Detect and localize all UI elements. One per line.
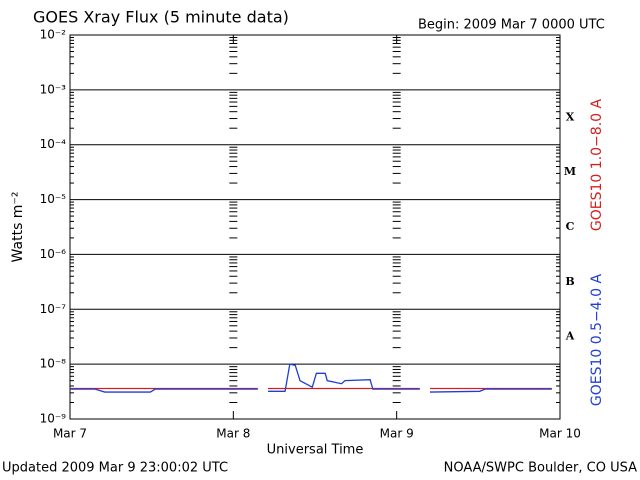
flare-class-label: A <box>565 330 575 343</box>
y-tick-label: 10⁻⁹ <box>40 412 67 426</box>
x-tick-label: Mar 7 <box>53 427 87 441</box>
x-tick-label: Mar 10 <box>539 427 581 441</box>
y-tick-label: 10⁻³ <box>40 82 67 96</box>
footer-left: Updated 2009 Mar 9 23:00:02 UTC <box>2 461 228 476</box>
x-tick-label: Mar 9 <box>380 427 414 441</box>
flare-class-label: M <box>564 165 576 178</box>
y-axis-label: Watts m⁻² <box>10 192 26 263</box>
y-tick-label: 10⁻⁷ <box>40 302 67 316</box>
plot-frame <box>69 34 561 420</box>
series-line <box>70 363 552 393</box>
y-tick-label: 10⁻⁵ <box>40 192 67 206</box>
y-tick-label: 10⁻⁸ <box>40 357 67 371</box>
flare-class-label: X <box>566 110 575 123</box>
flare-class-label: B <box>565 275 574 288</box>
y-tick-label: 10⁻⁴ <box>40 137 67 151</box>
y-tick-label: 10⁻⁶ <box>40 247 67 261</box>
flare-class-label: C <box>566 220 575 233</box>
legend-label: GOES10 0.5−4.0 A <box>589 274 605 407</box>
legend-label: GOES10 1.0−8.0 A <box>589 99 605 232</box>
footer-right: NOAA/SWPC Boulder, CO USA <box>444 461 637 476</box>
subtitle: Begin: 2009 Mar 7 0000 UTC <box>418 18 605 33</box>
y-tick-label: 10⁻² <box>40 28 67 42</box>
chart-title: GOES Xray Flux (5 minute data) <box>33 8 289 27</box>
x-axis-label: Universal Time <box>267 443 364 458</box>
x-tick-label: Mar 8 <box>216 427 250 441</box>
